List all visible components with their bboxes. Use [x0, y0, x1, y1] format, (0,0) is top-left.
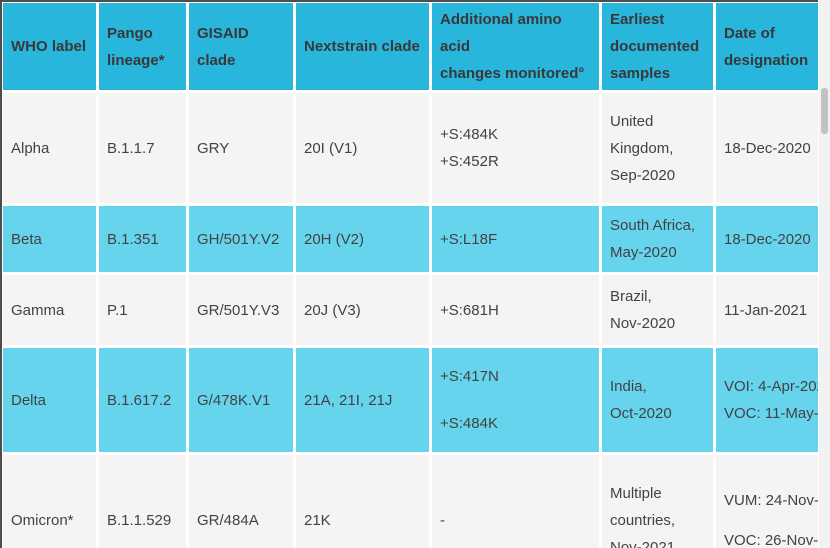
- cell-date-of-designation: VUM: 24-Nov-2021VOC: 26-Nov-2021: [716, 455, 818, 548]
- cell-pango-lineage: P.1: [99, 275, 186, 345]
- cell-who-label: Gamma: [3, 275, 96, 345]
- cell-pango-lineage: B.1.1.7: [99, 93, 186, 203]
- cell-earliest-samples: South Africa, May-2020: [602, 206, 713, 272]
- cell-gisaid-clade: GRY: [189, 93, 293, 203]
- column-header-earliest-samples: Earliest documented samples: [602, 3, 713, 90]
- cell-date-of-designation: 11-Jan-2021: [716, 275, 818, 345]
- cell-amino-acid-changes: +S:417N +S:484K: [432, 348, 599, 452]
- cell-who-label: Delta: [3, 348, 96, 452]
- table-row-omicron: Omicron* B.1.1.529 GR/484A 21K - Multipl…: [3, 455, 818, 548]
- cell-pango-lineage: B.1.351: [99, 206, 186, 272]
- cell-earliest-samples: Brazil, Nov-2020: [602, 275, 713, 345]
- cell-date-of-designation: VOI: 4-Apr-2021VOC: 11-May-2021: [716, 348, 818, 452]
- table-header-row: WHO label Pango lineage* GISAID clade Next…: [3, 3, 818, 90]
- cell-amino-acid-changes: +S:L18F: [432, 206, 599, 272]
- column-header-pango-lineage: Pango lineage*: [99, 3, 186, 90]
- table-row-alpha: Alpha B.1.1.7 GRY 20I (V1) +S:484K +S:452…: [3, 93, 818, 203]
- cell-earliest-samples: United Kingdom, Sep-2020: [602, 93, 713, 203]
- cell-nextstrain-clade: 21K: [296, 455, 429, 548]
- cell-gisaid-clade: GH/501Y.V2: [189, 206, 293, 272]
- cell-pango-lineage: B.1.1.529: [99, 455, 186, 548]
- column-header-date-of-designation: Date of designation: [716, 3, 818, 90]
- table-row-gamma: Gamma P.1 GR/501Y.V3 20J (V3) +S:681H Br…: [3, 275, 818, 345]
- cell-who-label: Alpha: [3, 93, 96, 203]
- cell-gisaid-clade: GR/484A: [189, 455, 293, 548]
- cell-gisaid-clade: GR/501Y.V3: [189, 275, 293, 345]
- cell-amino-acid-changes: +S:484K +S:452R: [432, 93, 599, 203]
- cell-date-of-designation: 18-Dec-2020: [716, 206, 818, 272]
- scrollbar-thumb[interactable]: [821, 88, 828, 134]
- column-header-who-label: WHO label: [3, 3, 96, 90]
- cell-nextstrain-clade: 20H (V2): [296, 206, 429, 272]
- column-header-gisaid-clade: GISAID clade: [189, 3, 293, 90]
- table-row-delta: Delta B.1.617.2 G/478K.V1 21A, 21I, 21J …: [3, 348, 818, 452]
- cell-pango-lineage: B.1.617.2: [99, 348, 186, 452]
- cell-gisaid-clade: G/478K.V1: [189, 348, 293, 452]
- column-header-amino-acid-changes: Additional amino acid changes monitored°: [432, 3, 599, 90]
- cell-nextstrain-clade: 21A, 21I, 21J: [296, 348, 429, 452]
- cell-earliest-samples: India, Oct-2020: [602, 348, 713, 452]
- table-row-beta: Beta B.1.351 GH/501Y.V2 20H (V2) +S:L18F…: [3, 206, 818, 272]
- column-header-nextstrain-clade: Nextstrain clade: [296, 3, 429, 90]
- cell-who-label: Beta: [3, 206, 96, 272]
- cell-earliest-samples: Multiple countries, Nov-2021: [602, 455, 713, 548]
- cell-amino-acid-changes: -: [432, 455, 599, 548]
- cell-nextstrain-clade: 20I (V1): [296, 93, 429, 203]
- cell-nextstrain-clade: 20J (V3): [296, 275, 429, 345]
- cell-amino-acid-changes: +S:681H: [432, 275, 599, 345]
- vertical-scrollbar[interactable]: [819, 0, 830, 548]
- cell-who-label: Omicron*: [3, 455, 96, 548]
- cell-date-of-designation: 18-Dec-2020: [716, 93, 818, 203]
